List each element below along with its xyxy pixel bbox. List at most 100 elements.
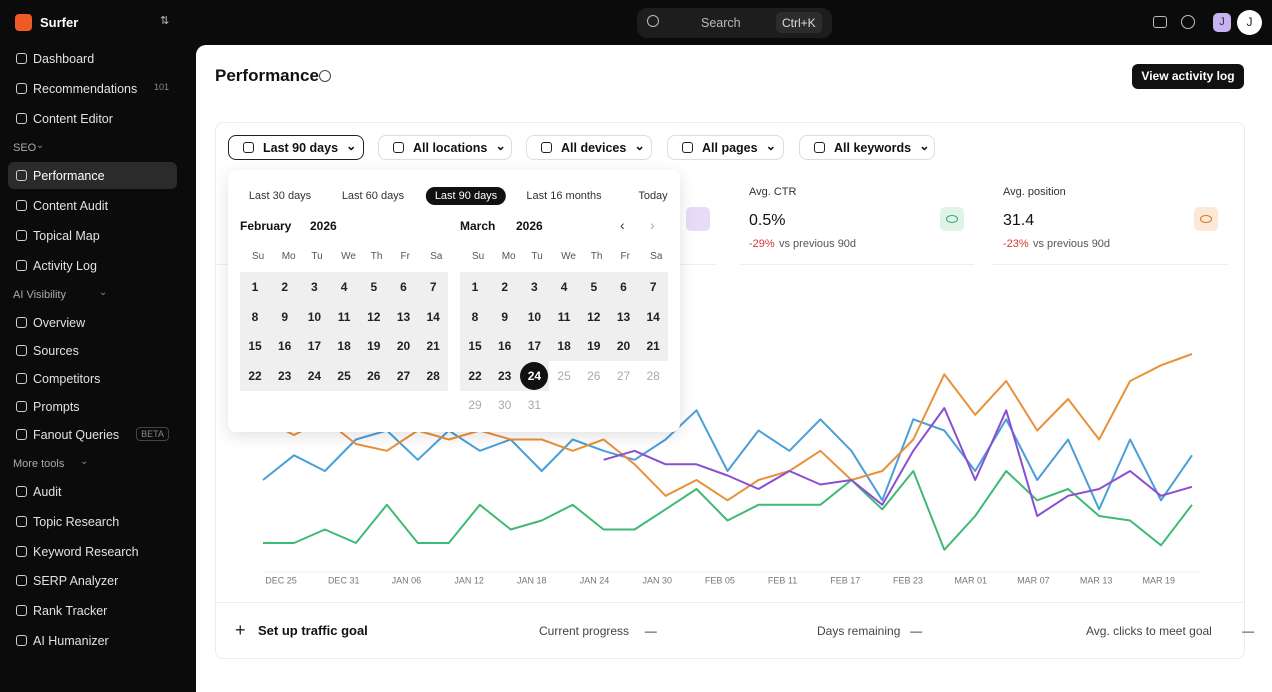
- nav-item[interactable]: Prompts: [8, 393, 177, 420]
- range-option[interactable]: Last 90 days: [425, 187, 507, 205]
- day[interactable]: 19: [358, 331, 389, 362]
- day[interactable]: 1: [460, 272, 490, 302]
- day[interactable]: 3: [519, 272, 550, 302]
- day[interactable]: 31: [527, 398, 542, 413]
- month-select[interactable]: March: [460, 219, 496, 233]
- range-option[interactable]: Last 16 months: [526, 190, 602, 202]
- nav-item[interactable]: Audit: [8, 478, 177, 505]
- day[interactable]: 9: [489, 301, 520, 332]
- nav-item[interactable]: SERP Analyzer: [8, 567, 177, 594]
- day[interactable]: 1: [240, 272, 270, 302]
- day[interactable]: 17: [299, 331, 330, 362]
- day[interactable]: 24: [299, 360, 330, 391]
- nav-item[interactable]: Overview: [8, 309, 177, 336]
- day[interactable]: 11: [549, 301, 580, 332]
- day[interactable]: 25: [557, 368, 571, 383]
- day[interactable]: 14: [638, 301, 669, 332]
- day[interactable]: 16: [489, 331, 520, 362]
- nav-item[interactable]: Recommendations 101: [8, 75, 177, 102]
- day[interactable]: 9: [269, 301, 300, 332]
- help-icon[interactable]: [1181, 15, 1195, 29]
- day[interactable]: 12: [578, 301, 609, 332]
- day[interactable]: 28: [418, 360, 449, 391]
- day[interactable]: 26: [358, 360, 389, 391]
- day[interactable]: 19: [578, 331, 609, 362]
- nav-item[interactable]: Topic Research: [8, 508, 177, 535]
- day[interactable]: 5: [358, 272, 389, 302]
- day[interactable]: 12: [358, 301, 389, 332]
- nav-item[interactable]: Competitors: [8, 365, 177, 392]
- year-select[interactable]: 2026: [310, 219, 337, 233]
- day[interactable]: 28: [646, 368, 660, 383]
- day[interactable]: 21: [638, 331, 669, 362]
- day[interactable]: 29: [468, 398, 482, 413]
- day[interactable]: 2: [269, 272, 300, 302]
- info-icon[interactable]: [319, 70, 331, 82]
- day[interactable]: 6: [608, 272, 639, 302]
- nav-item[interactable]: Content Audit: [8, 192, 177, 219]
- goal-action[interactable]: Set up traffic goal: [258, 623, 368, 638]
- day[interactable]: 5: [578, 272, 609, 302]
- day[interactable]: 3: [299, 272, 330, 302]
- day[interactable]: 10: [299, 301, 330, 332]
- day[interactable]: 7: [418, 272, 449, 302]
- day[interactable]: 23: [269, 360, 300, 391]
- filter-pill[interactable]: All keywords ⌄: [799, 135, 935, 160]
- nav-item[interactable]: Keyword Research: [8, 538, 177, 565]
- day[interactable]: 18: [549, 331, 580, 362]
- nav-item[interactable]: Rank Tracker: [8, 597, 177, 624]
- user-avatar[interactable]: J: [1237, 10, 1262, 35]
- day[interactable]: 22: [460, 360, 490, 391]
- range-option[interactable]: Last 60 days: [341, 190, 405, 202]
- day[interactable]: 8: [460, 301, 490, 332]
- day[interactable]: 24: [519, 360, 550, 391]
- day[interactable]: 30: [498, 398, 512, 413]
- nav-item[interactable]: Dashboard: [8, 45, 177, 72]
- day[interactable]: 14: [418, 301, 449, 332]
- range-option[interactable]: Today: [638, 190, 668, 202]
- day[interactable]: 15: [240, 331, 270, 362]
- month-select[interactable]: February: [240, 219, 292, 233]
- filter-pill[interactable]: All pages ⌄: [667, 135, 784, 160]
- day[interactable]: 20: [608, 331, 639, 362]
- day[interactable]: 13: [388, 301, 419, 332]
- nav-item[interactable]: Performance: [8, 162, 177, 189]
- day[interactable]: 7: [638, 272, 669, 302]
- day[interactable]: 10: [519, 301, 550, 332]
- nav-item[interactable]: Content Editor: [8, 105, 177, 132]
- activity-log-button[interactable]: View activity log: [1132, 64, 1244, 89]
- day[interactable]: 16: [269, 331, 300, 362]
- day[interactable]: 22: [240, 360, 270, 391]
- workspace-toggle[interactable]: ⇅: [160, 15, 170, 27]
- day[interactable]: 4: [549, 272, 580, 302]
- workspace-avatar[interactable]: J: [1213, 13, 1231, 32]
- plus-icon[interactable]: +: [235, 620, 246, 640]
- filter-pill[interactable]: All locations ⌄: [378, 135, 512, 160]
- day[interactable]: 11: [329, 301, 360, 332]
- day[interactable]: 6: [388, 272, 419, 302]
- nav-item[interactable]: AI Humanizer: [8, 627, 177, 654]
- next-month[interactable]: ›: [650, 217, 655, 233]
- day[interactable]: 27: [616, 368, 631, 383]
- day[interactable]: 4: [329, 272, 360, 302]
- day[interactable]: 20: [388, 331, 419, 362]
- nav-item[interactable]: Fanout Queries BETA: [8, 421, 177, 448]
- filter-pill[interactable]: All devices ⌄: [526, 135, 652, 160]
- day[interactable]: 26: [587, 368, 601, 383]
- day[interactable]: 15: [460, 331, 490, 362]
- range-option[interactable]: Last 30 days: [248, 190, 312, 202]
- day[interactable]: 25: [329, 360, 360, 391]
- day[interactable]: 8: [240, 301, 270, 332]
- year-select[interactable]: 2026: [516, 219, 543, 233]
- inbox-icon[interactable]: [1153, 16, 1167, 28]
- day[interactable]: 18: [329, 331, 360, 362]
- day[interactable]: 23: [489, 360, 520, 391]
- day[interactable]: 17: [519, 331, 550, 362]
- prev-month[interactable]: ‹: [620, 217, 625, 233]
- day[interactable]: 13: [608, 301, 639, 332]
- day[interactable]: 2: [489, 272, 520, 302]
- day[interactable]: 21: [418, 331, 449, 362]
- nav-item[interactable]: Topical Map: [8, 222, 177, 249]
- nav-item[interactable]: Activity Log: [8, 252, 177, 279]
- day[interactable]: 27: [388, 360, 419, 391]
